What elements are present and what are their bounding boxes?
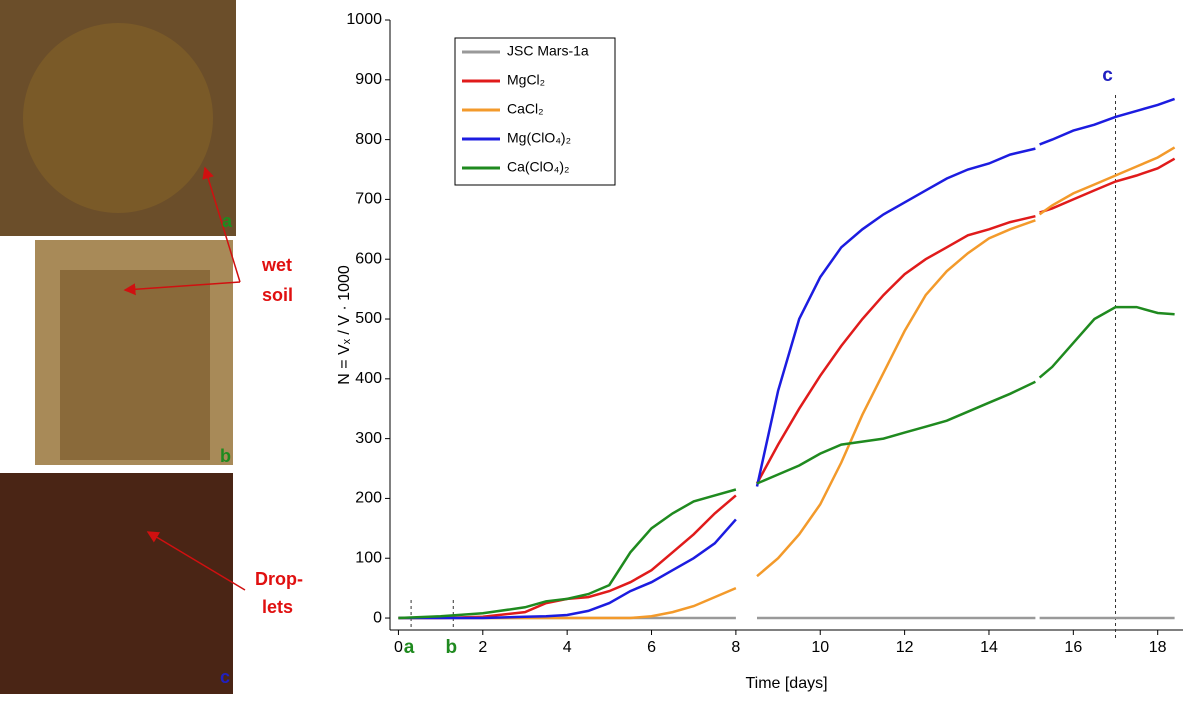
y-tick-label: 200 (355, 490, 382, 507)
marker-label: a (404, 637, 415, 658)
series-line (398, 157, 1176, 620)
x-tick-label: 12 (896, 639, 914, 656)
photo-note: wet (261, 255, 292, 275)
x-tick-label: 4 (563, 639, 572, 656)
y-tick-label: 1000 (346, 11, 382, 28)
x-tick-label: 0 (394, 639, 403, 656)
x-tick-label: 18 (1149, 639, 1167, 656)
series-line (398, 305, 1175, 620)
photo-note: lets (262, 597, 293, 617)
arrow (202, 166, 241, 283)
arrow (123, 281, 241, 296)
y-tick-label: 500 (355, 310, 382, 327)
x-tick-label: 6 (647, 639, 656, 656)
series-line (398, 97, 1176, 620)
x-axis-label: Time [days] (745, 675, 827, 692)
photo-b-soil (60, 270, 210, 460)
series-line (398, 146, 1176, 620)
x-tick-label: 2 (478, 639, 487, 656)
legend-label: Mg(ClO₄)₂ (507, 130, 571, 146)
photo-letter: b (220, 446, 231, 466)
photo-note: soil (262, 285, 293, 305)
x-tick-label: 16 (1064, 639, 1082, 656)
y-tick-label: 900 (355, 71, 382, 88)
y-tick-label: 0 (373, 609, 382, 626)
photo-note: Drop- (255, 569, 303, 589)
photo-letter: a (222, 211, 233, 231)
legend-label: Ca(ClO₄)₂ (507, 159, 569, 175)
marker-label: b (445, 637, 457, 658)
photo-a-soil (23, 23, 213, 213)
y-tick-label: 600 (355, 250, 382, 267)
marker-label: c (1102, 65, 1113, 86)
x-tick-label: 10 (811, 639, 829, 656)
photo-letter: c (220, 667, 230, 687)
legend-label: CaCl₂ (507, 101, 544, 117)
x-tick-label: 8 (731, 639, 740, 656)
arrow (146, 531, 246, 591)
y-tick-label: 100 (355, 549, 382, 566)
y-tick-label: 400 (355, 370, 382, 387)
x-tick-label: 14 (980, 639, 998, 656)
legend-label: JSC Mars-1a (507, 43, 589, 59)
photo-c (0, 473, 233, 694)
y-axis-label: N = Vₓ / V · 1000 (336, 265, 353, 385)
y-tick-label: 700 (355, 191, 382, 208)
legend-label: MgCl₂ (507, 72, 545, 88)
y-tick-label: 300 (355, 430, 382, 447)
y-tick-label: 800 (355, 131, 382, 148)
